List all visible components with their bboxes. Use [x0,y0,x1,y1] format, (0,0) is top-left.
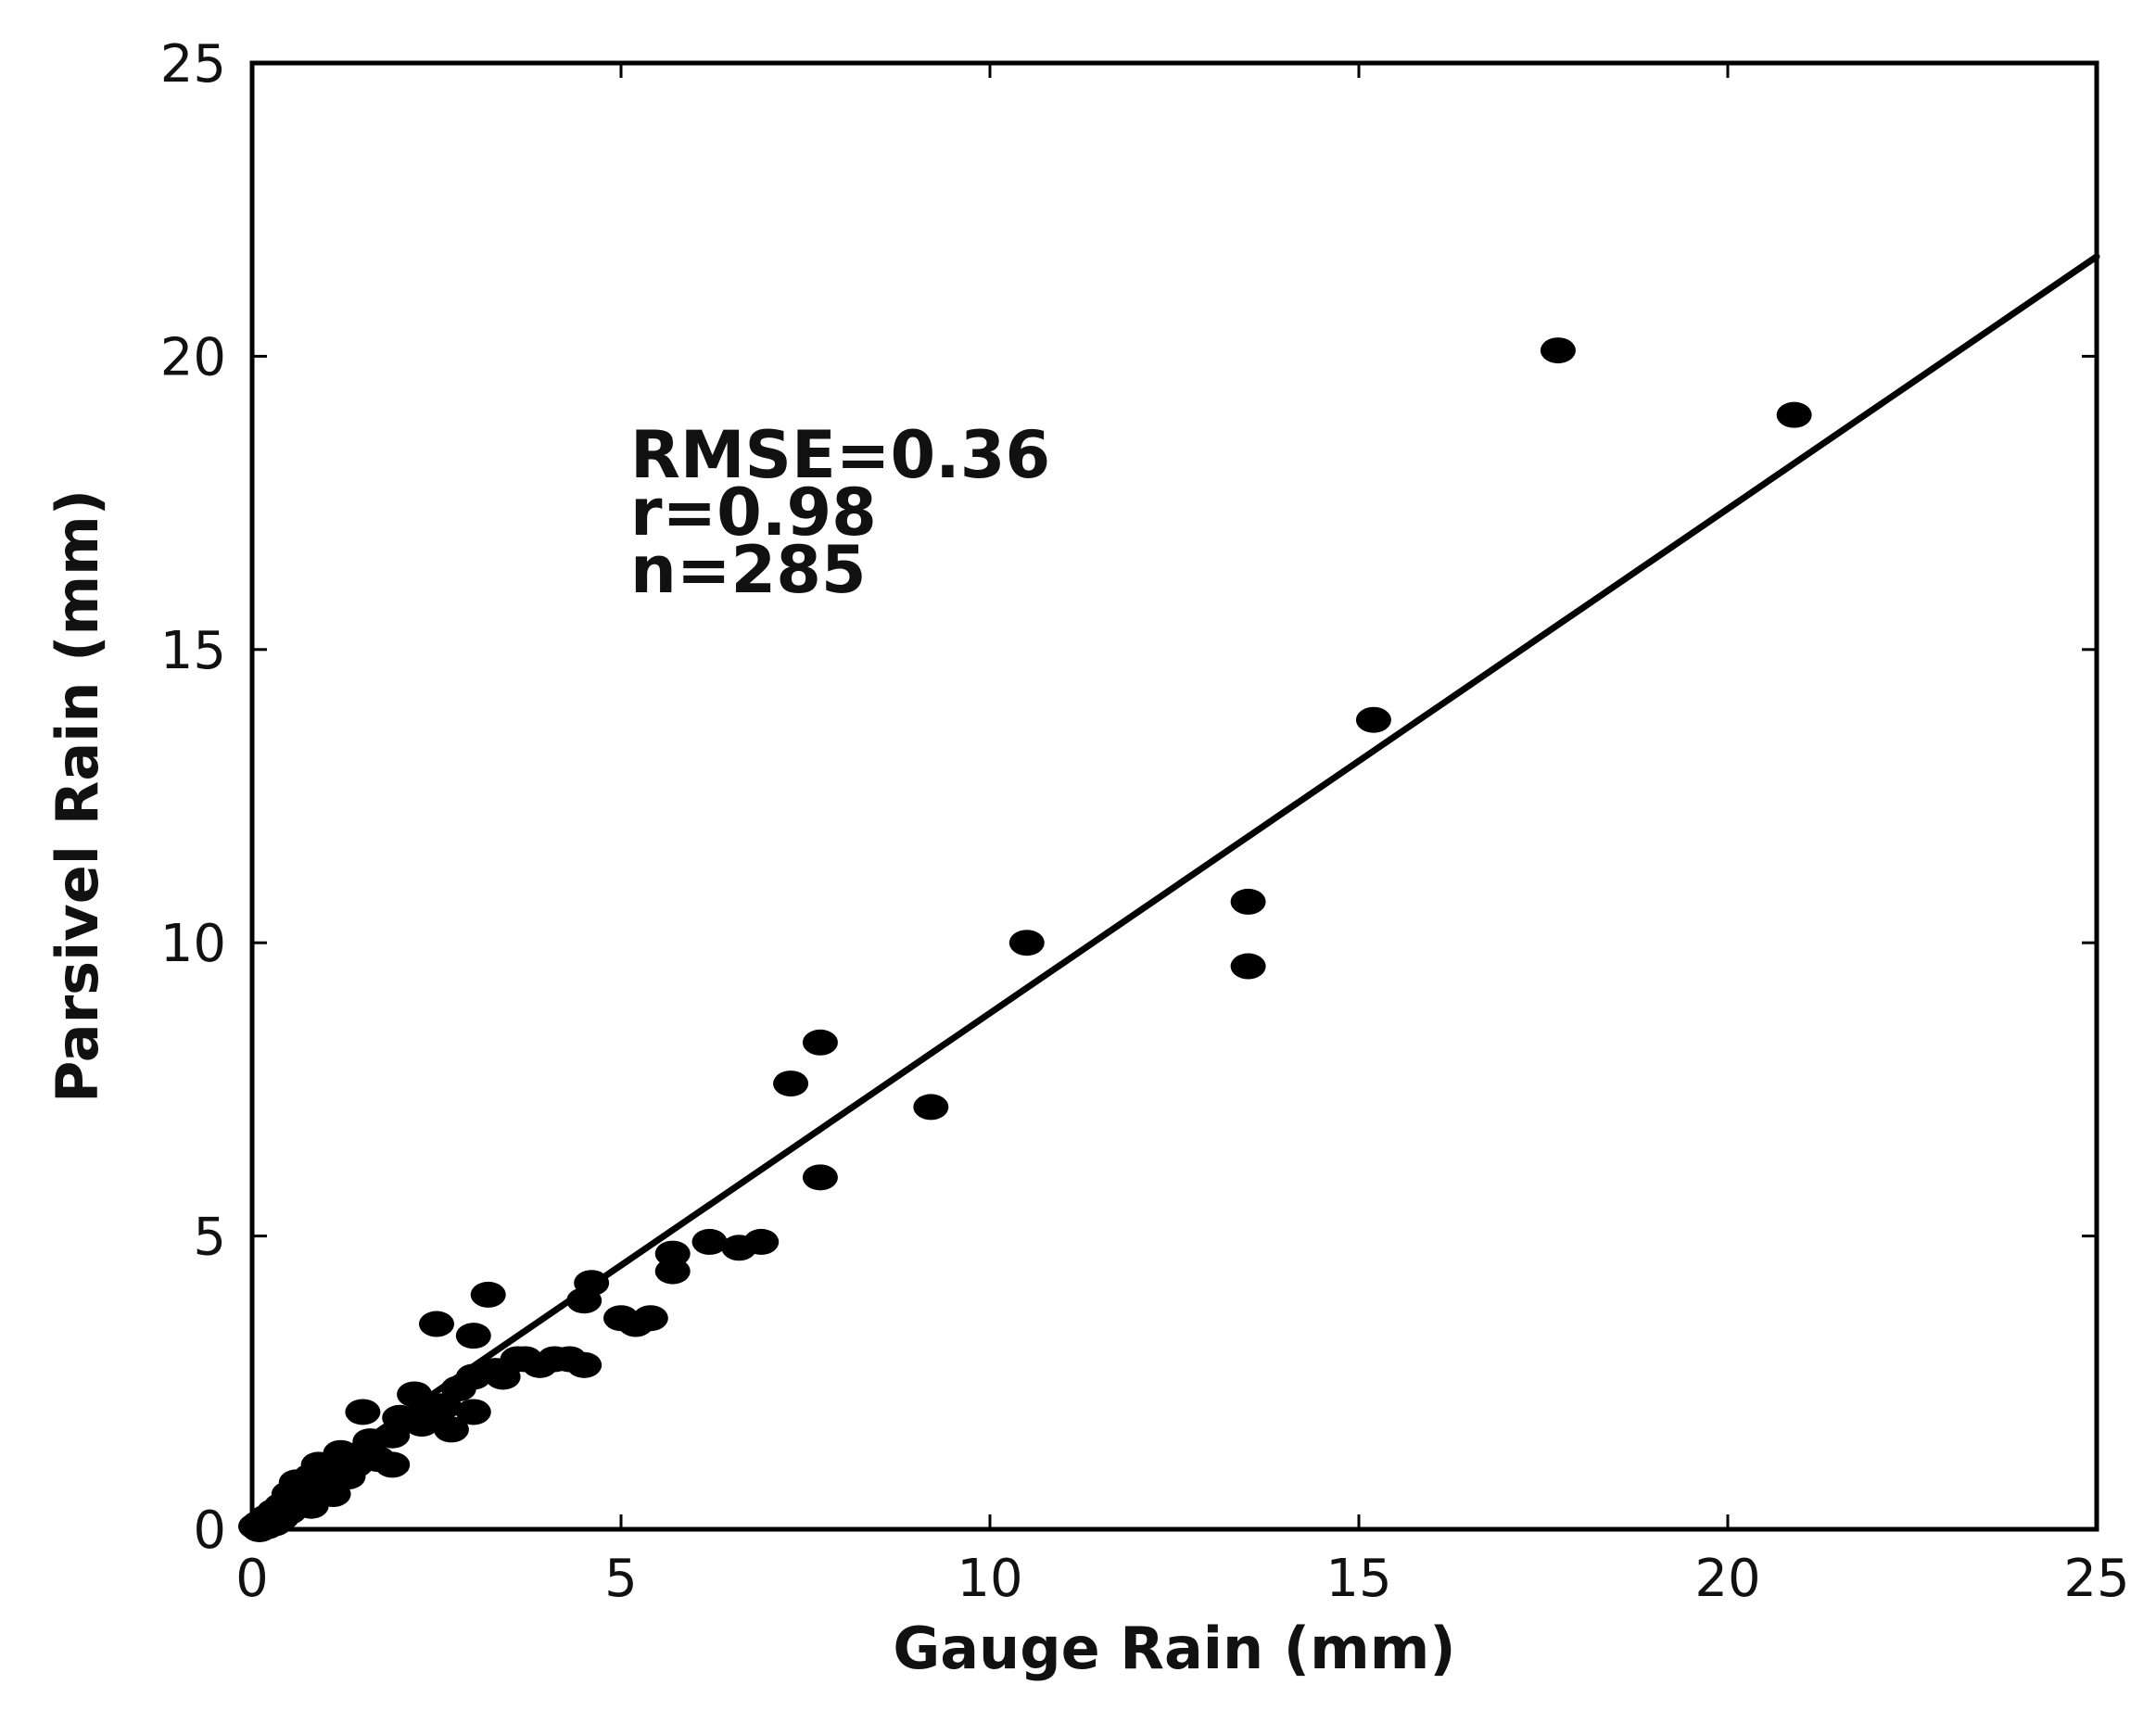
data-point-9 [773,1070,809,1097]
data-point-13 [691,1228,728,1255]
data-point-7 [913,1094,949,1121]
y-axis-label: Parsivel Rain (mm) [44,489,111,1103]
x-tick-label-10: 10 [957,1549,1022,1609]
data-point-31 [455,1399,491,1425]
data-points [237,337,1812,1542]
x-tick-label-15: 15 [1325,1549,1391,1609]
data-point-1 [1540,337,1576,364]
data-point-5 [1230,953,1266,980]
y-tick-label-0: 0 [193,1501,226,1561]
y-tick-label-20: 20 [160,327,226,387]
y-tick-label-15: 15 [160,621,226,681]
data-point-63 [237,1513,273,1539]
x-tick-label-20: 20 [1694,1549,1760,1609]
data-point-65 [360,1446,396,1473]
stat-line-3: n=285 [630,532,867,608]
x-tick-label-0: 0 [235,1549,269,1609]
data-point-68 [477,1358,514,1385]
x-axis-label: Gauge Rain (mm) [893,1615,1455,1682]
data-point-69 [507,1346,543,1373]
data-point-12 [721,1235,757,1261]
y-tick-label-25: 25 [160,34,226,95]
axis-ticks: 0 5 10 15 20 25 0 5 10 15 20 25 [160,34,2130,1609]
data-point-66 [404,1411,440,1438]
fit-line [248,253,2100,1521]
data-point-18 [617,1311,653,1337]
plot-frame [249,60,2099,1532]
y-tick-label-10: 10 [160,914,226,974]
data-point-38 [345,1399,381,1425]
stats-annotation: RMSE=0.36r=0.98n=285 [630,417,1050,608]
x-tick-label-25: 25 [2063,1549,2129,1609]
data-point-6 [1008,930,1045,956]
data-point-10 [802,1164,838,1191]
data-point-8 [802,1029,838,1056]
data-point-67 [425,1393,462,1420]
data-point-28 [419,1311,454,1337]
data-point-70 [537,1346,573,1373]
stat-line-2: r=0.98 [630,475,877,551]
data-point-15 [654,1258,691,1285]
data-point-27 [455,1323,491,1349]
data-point-32 [433,1416,469,1443]
data-point-2 [1776,401,1812,428]
y-tick-label-5: 5 [193,1208,226,1268]
data-point-64 [315,1481,351,1508]
data-point-3 [1355,706,1391,733]
data-point-26 [470,1281,506,1308]
stat-line-1: RMSE=0.36 [630,417,1050,493]
x-tick-label-5: 5 [604,1549,638,1609]
data-point-4 [1230,888,1266,915]
